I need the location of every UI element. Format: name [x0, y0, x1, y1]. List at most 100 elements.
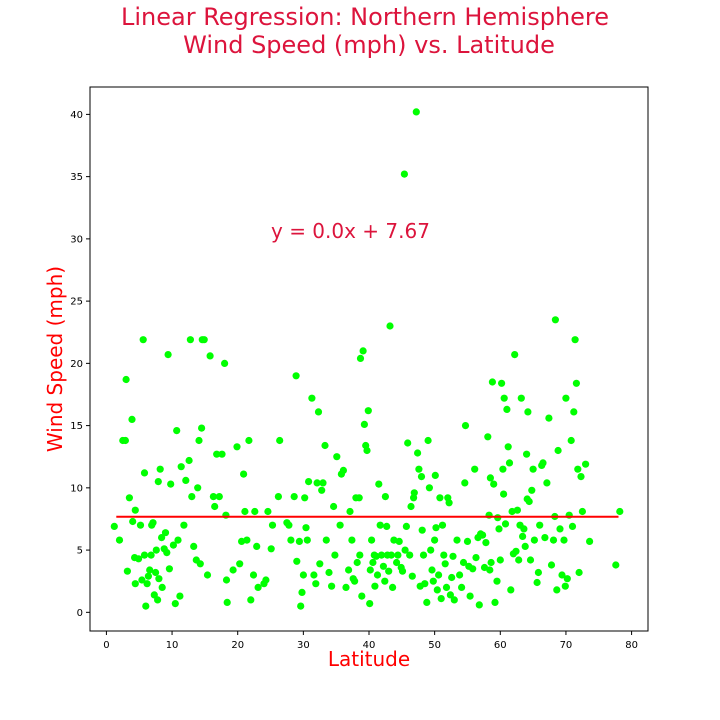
- data-point: [164, 351, 172, 359]
- data-point: [491, 598, 499, 607]
- data-point: [571, 336, 579, 344]
- data-point: [167, 480, 175, 488]
- data-point: [267, 545, 275, 553]
- data-point: [499, 465, 507, 473]
- data-point: [453, 536, 461, 544]
- data-point: [381, 493, 389, 501]
- chart-title-line-2: Wind Speed (mph) vs. Latitude: [183, 31, 555, 59]
- data-point: [221, 359, 229, 367]
- data-point: [186, 336, 194, 344]
- y-tick-label: 40: [70, 110, 83, 121]
- data-point: [240, 470, 248, 478]
- data-point: [402, 522, 410, 531]
- data-point: [163, 549, 171, 557]
- data-point: [211, 502, 219, 511]
- data-point: [121, 436, 129, 445]
- data-point: [140, 469, 149, 477]
- data-point: [393, 558, 401, 567]
- data-point: [188, 493, 196, 501]
- data-point: [528, 486, 536, 494]
- data-point: [572, 379, 581, 387]
- data-point: [308, 394, 316, 402]
- data-point: [414, 449, 422, 457]
- data-point: [541, 534, 549, 542]
- data-point: [169, 541, 177, 549]
- data-point: [373, 571, 382, 579]
- data-point: [401, 546, 409, 554]
- data-point: [123, 567, 131, 575]
- data-point: [415, 465, 423, 473]
- data-point: [303, 536, 311, 544]
- data-point: [511, 351, 519, 359]
- data-point: [536, 521, 544, 529]
- data-point: [612, 561, 620, 569]
- data-point: [313, 479, 321, 487]
- data-point: [363, 446, 371, 455]
- data-point: [305, 478, 313, 486]
- data-point: [200, 336, 208, 344]
- data-point: [125, 494, 133, 502]
- data-point: [359, 347, 367, 355]
- data-point: [475, 601, 483, 609]
- x-axis-label: Latitude: [328, 647, 410, 671]
- data-point: [290, 493, 298, 501]
- data-point: [155, 575, 163, 583]
- data-point: [377, 551, 386, 559]
- data-point: [498, 379, 506, 387]
- data-point: [318, 486, 326, 494]
- data-point: [171, 600, 179, 608]
- y-tick-label: 25: [70, 297, 83, 308]
- data-point: [417, 473, 426, 481]
- data-point: [198, 424, 206, 432]
- x-tick-label: 30: [297, 640, 310, 651]
- data-point: [400, 170, 408, 178]
- data-point: [547, 561, 556, 569]
- data-point: [135, 555, 143, 563]
- data-point: [287, 536, 295, 544]
- data-point: [554, 446, 562, 455]
- data-point: [140, 551, 149, 559]
- y-tick-label: 10: [70, 483, 83, 494]
- data-point: [355, 494, 363, 502]
- y-axis-ticks: 0 5 10 15 20 25 30 35 40: [70, 110, 90, 619]
- data-point: [358, 592, 366, 600]
- data-point: [345, 566, 353, 574]
- data-point: [562, 394, 570, 402]
- data-point: [356, 551, 364, 559]
- data-point: [310, 571, 318, 579]
- data-point: [173, 427, 181, 435]
- data-point: [450, 596, 458, 604]
- data-point: [523, 450, 531, 458]
- data-point: [524, 408, 532, 416]
- data-point: [408, 572, 416, 580]
- x-tick-label: 40: [363, 640, 376, 651]
- data-point: [424, 436, 432, 445]
- data-point: [469, 565, 477, 573]
- data-point: [366, 566, 374, 574]
- x-tick-label: 80: [625, 640, 638, 651]
- x-tick-label: 20: [231, 640, 244, 651]
- data-point: [139, 336, 147, 344]
- data-point: [174, 536, 182, 544]
- data-point: [147, 551, 155, 559]
- data-point: [461, 422, 470, 430]
- data-point: [346, 507, 354, 516]
- data-point: [339, 466, 347, 474]
- data-point: [218, 450, 226, 458]
- data-point: [142, 602, 150, 610]
- data-point: [330, 502, 338, 511]
- x-tick-label: 60: [494, 640, 507, 651]
- y-tick-label: 20: [70, 359, 83, 370]
- data-point: [110, 522, 118, 531]
- data-point: [446, 591, 454, 599]
- data-point: [297, 602, 305, 610]
- data-point: [299, 571, 307, 579]
- data-point: [185, 456, 193, 465]
- data-point: [517, 394, 525, 402]
- data-point: [325, 568, 333, 577]
- data-point: [274, 493, 282, 501]
- data-point: [442, 583, 451, 592]
- data-point: [558, 571, 566, 579]
- data-point: [471, 465, 479, 473]
- data-point: [264, 507, 272, 516]
